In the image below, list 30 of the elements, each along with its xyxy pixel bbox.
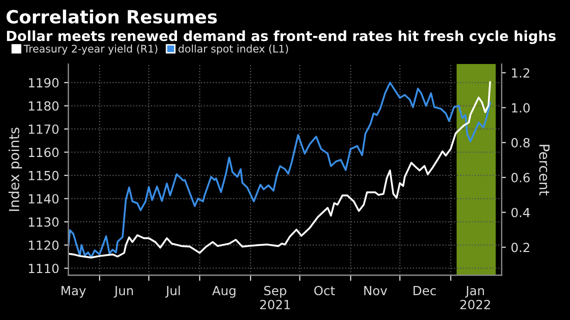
y-tick-label: 1140 [28, 194, 59, 204]
y2-tick-label: 0.8 [511, 138, 530, 148]
y2-tick-label: 0.4 [511, 208, 530, 218]
legend-label: dollar spot index (L1) [178, 44, 288, 55]
chart-subtitle: Dollar meets renewed demand as front-end rates hit fresh cycle highs [6, 30, 556, 44]
y-tick-label: 1130 [28, 217, 59, 227]
y2-tick-label: 0.2 [511, 242, 530, 252]
x-tick-label: Jul [165, 286, 180, 298]
chart-title: Correlation Resumes [6, 10, 217, 24]
x-tick-label: Jun [114, 286, 133, 298]
x-tick-label: Dec [414, 286, 436, 296]
y-tick-label: 1110 [28, 264, 59, 274]
y2-tick-label: 0.6 [511, 172, 530, 182]
x-tick-label: Sep 2021 [260, 286, 290, 310]
y-tick-label: 1150 [28, 170, 59, 180]
x-tick-label: Nov [364, 286, 388, 296]
y-tick-label: 1190 [28, 78, 59, 88]
legend-label: Treasury 2-year yield (R1) [24, 44, 158, 55]
y-tick-label: 1180 [28, 101, 59, 111]
y2-tick-label: 1.2 [512, 68, 530, 78]
x-tick-label: Oct [314, 286, 335, 296]
x-tick-label: Jan 2022 [460, 286, 490, 310]
x-tick-label: May [62, 286, 86, 298]
y-tick-label: 1160 [28, 148, 59, 158]
x-tick-label: Aug [212, 286, 236, 298]
y2-tick-label: 1.0 [512, 103, 530, 113]
y-tick-label: 1170 [28, 124, 59, 134]
y-axis-title: Index points [8, 128, 22, 211]
y-tick-label: 1120 [28, 240, 59, 250]
y2-axis-title: Percent [539, 144, 550, 196]
